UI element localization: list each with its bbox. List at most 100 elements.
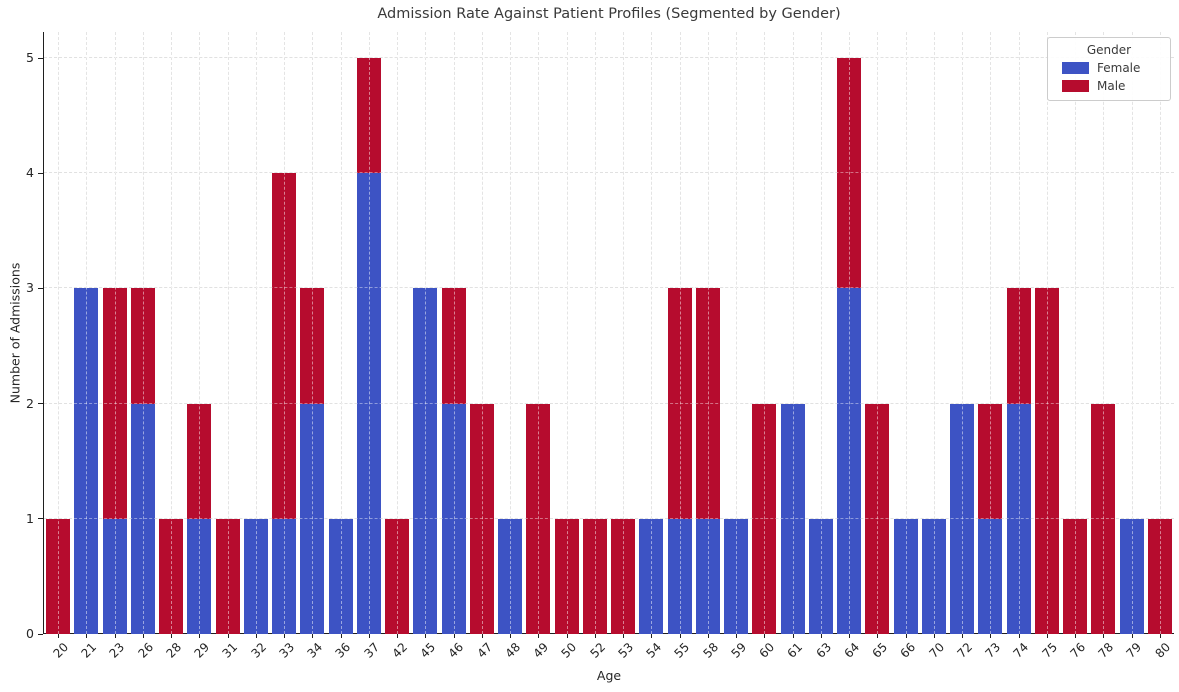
gridline-v [1131,32,1133,634]
x-tick-mark [142,634,144,638]
bar-segment-female [639,518,664,634]
x-tick-mark [707,634,709,638]
bar-segment-female [667,518,692,634]
x-tick-mark [340,634,342,638]
chart-title: Admission Rate Against Patient Profiles … [377,6,841,22]
gridline-v [764,32,766,634]
x-tick-mark [1018,634,1020,638]
bar-segment-female [893,518,918,634]
x-tick-mark [171,634,173,638]
gridline-v [792,32,794,634]
x-tick-mark [990,634,992,638]
bar-segment-male [469,403,494,634]
x-tick-mark [227,634,229,638]
gridline-v [877,32,879,634]
legend-label: Female [1097,61,1141,75]
bar-segment-female [272,518,297,634]
x-tick-mark [594,634,596,638]
gridline-v [651,32,653,634]
bar-segment-male [159,518,184,634]
gridline-v [510,32,512,634]
x-tick-mark [114,634,116,638]
y-tick-label: 4 [26,165,34,181]
x-tick-mark [1075,634,1077,638]
gridline-h [44,517,1174,519]
bars-layer [44,32,1174,634]
x-tick-mark [792,634,794,638]
legend-row-female: Female [1057,61,1161,75]
bar-segment-female [724,518,749,634]
gridline-v [171,32,173,634]
bar-segment-female [695,518,720,634]
x-tick-mark [566,634,568,638]
x-tick-mark [425,634,427,638]
bar-segment-male [102,288,127,519]
bar-segment-male [46,518,71,634]
x-tick-mark [1046,634,1048,638]
gridline-v [1075,32,1077,634]
y-tick-label: 0 [26,626,34,641]
y-tick-mark [38,172,43,174]
bar-segment-female [780,403,805,634]
x-tick-mark [820,634,822,638]
x-tick-mark [736,634,738,638]
gridline-h [44,172,1174,174]
bar-segment-male [272,173,297,519]
x-tick-mark [397,634,399,638]
bar-segment-male [356,58,381,174]
bar-segment-male [1006,288,1031,404]
bar-segment-female [1006,403,1031,634]
x-tick-mark [679,634,681,638]
x-tick-mark [962,634,964,638]
x-tick-mark [312,634,314,638]
x-axis-title: Age [596,668,622,683]
bar-segment-male [978,403,1003,519]
bar-segment-male [752,403,777,634]
bar-segment-male [187,403,212,519]
y-tick-label: 3 [26,280,34,296]
legend-title: Gender [1086,43,1132,57]
y-axis-spine [43,32,44,634]
bar-segment-female [978,518,1003,634]
x-tick-mark [255,634,257,638]
bar-segment-male [667,288,692,519]
bar-segment-female [441,403,466,634]
gridline-v [199,32,201,634]
gridline-v [227,32,229,634]
bar-segment-male [130,288,155,404]
gridline-v [990,32,992,634]
bar-segment-female [921,518,946,634]
legend-label: Male [1097,79,1126,93]
bar-segment-male [554,518,579,634]
x-tick-mark [1159,634,1161,638]
legend: Gender Female Male [1047,37,1171,101]
bar-segment-male [865,403,890,634]
y-tick-mark [38,518,43,520]
x-tick-mark [849,634,851,638]
gridline-v [820,32,822,634]
gridline-v [905,32,907,634]
bar-segment-female [74,288,99,634]
gridline-v [594,32,596,634]
x-tick-mark [764,634,766,638]
x-tick-mark [905,634,907,638]
x-axis-spine [43,633,1174,634]
x-tick-mark [368,634,370,638]
bar-segment-male [611,518,636,634]
bar-segment-male [1147,518,1172,634]
gridline-v [736,32,738,634]
gridline-h [44,57,1174,58]
gridline-v [566,32,568,634]
bar-segment-female [300,403,325,634]
gridline-v [481,32,483,634]
x-tick-mark [538,634,540,638]
x-tick-mark [453,634,455,638]
bar-segment-male [1034,288,1059,634]
legend-row-male: Male [1057,79,1161,93]
bar-segment-female [187,518,212,634]
y-tick-label: 5 [26,50,34,65]
bar-segment-male [695,288,720,519]
gridline-v [538,32,540,634]
bar-segment-female [808,518,833,634]
